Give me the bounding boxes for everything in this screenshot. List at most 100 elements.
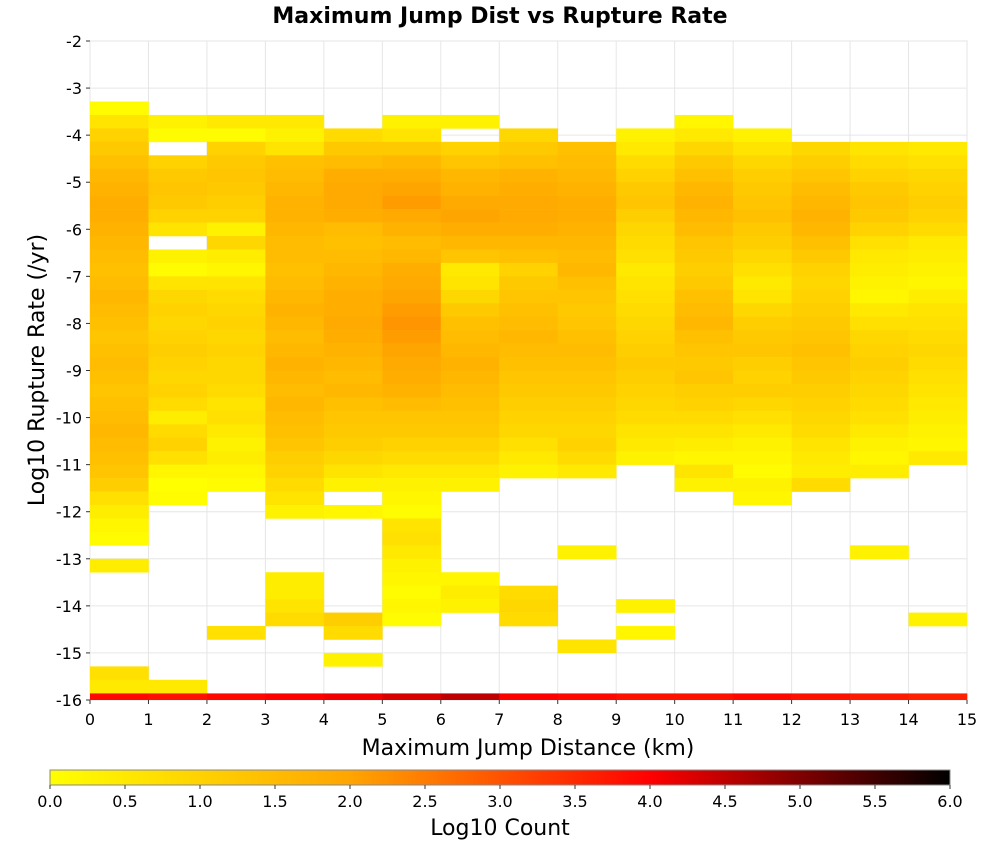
x-tick-label: 13 (840, 710, 860, 729)
heatmap-cell (265, 195, 325, 210)
heatmap-cell (440, 262, 500, 277)
heatmap-cell (265, 464, 325, 479)
heatmap-cell (908, 612, 968, 627)
heatmap-cell (148, 464, 208, 479)
heatmap-cell (382, 330, 442, 344)
heatmap-cell (674, 451, 734, 465)
heatmap-cell (90, 424, 149, 439)
heatmap-cell (440, 303, 500, 317)
heatmap-cell (908, 424, 968, 439)
heatmap-cell (90, 357, 149, 371)
heatmap-cell (90, 478, 149, 492)
colorbar-tick-label: 6.0 (937, 792, 962, 811)
heatmap-cell (499, 316, 559, 331)
heatmap-cell (674, 330, 734, 344)
heatmap-cell (382, 195, 442, 210)
heatmap-cell (674, 168, 734, 183)
heatmap-cell (206, 693, 266, 700)
heatmap-cell (791, 478, 851, 492)
heatmap-cell (733, 397, 792, 412)
heatmap-cell (557, 383, 617, 398)
heatmap-cell (499, 276, 559, 291)
heatmap-cell (850, 451, 909, 465)
heatmap-cell (791, 209, 851, 223)
heatmap-cell (733, 222, 792, 237)
heatmap-cell (499, 222, 559, 237)
y-tick-label: -8 (66, 314, 82, 333)
heatmap-cell (850, 397, 909, 412)
heatmap-cell (382, 558, 442, 573)
heatmap-cell (791, 249, 851, 264)
heatmap-cell (382, 249, 442, 264)
heatmap-cell (148, 330, 208, 344)
heatmap-cell (148, 424, 208, 439)
heatmap-cell (90, 209, 149, 223)
heatmap-cell (323, 330, 383, 344)
heatmap-cell (733, 424, 792, 439)
heatmap-cell (206, 195, 266, 210)
heatmap-cell (733, 168, 792, 183)
heatmap-cell (557, 397, 617, 412)
heatmap-cell (148, 195, 208, 210)
heatmap-cell (148, 478, 208, 492)
heatmap-cell (323, 383, 383, 398)
heatmap-cell (791, 155, 851, 170)
colorbar-tick-label: 0.0 (37, 792, 62, 811)
heatmap-cell (908, 383, 968, 398)
heatmap-cell (733, 478, 792, 492)
heatmap-cell (733, 209, 792, 223)
heatmap-cell (850, 303, 909, 318)
heatmap-cell (791, 464, 851, 479)
heatmap-cell (323, 693, 383, 700)
heatmap-cell (148, 451, 208, 465)
heatmap-cell (206, 209, 266, 223)
heatmap-cell (265, 383, 325, 398)
y-tick-label: -13 (56, 550, 82, 569)
heatmap-cell (440, 330, 500, 344)
heatmap-cell (499, 451, 559, 465)
heatmap-cell (382, 518, 442, 533)
heatmap-cell (265, 222, 325, 237)
heatmap-cell (90, 693, 149, 700)
heatmap-cell (265, 330, 325, 344)
heatmap-cell (557, 639, 617, 654)
heatmap-cell (908, 195, 968, 210)
heatmap-cell (440, 182, 500, 196)
heatmap-cell (265, 451, 325, 465)
heatmap-cell (323, 504, 383, 519)
heatmap-cell (382, 383, 442, 398)
heatmap-cell (265, 357, 325, 371)
heatmap-cell (850, 357, 909, 371)
heatmap-cell (850, 343, 909, 358)
heatmap-cell (616, 383, 675, 398)
heatmap-cell (499, 437, 559, 452)
heatmap-cell (323, 276, 383, 291)
heatmap-cell (440, 155, 500, 170)
heatmap-cell (440, 383, 500, 398)
heatmap-cell (382, 491, 442, 506)
heatmap-cell (206, 276, 266, 291)
heatmap-cell (499, 289, 559, 304)
heatmap-cell (382, 599, 442, 613)
heatmap-cell (908, 289, 968, 304)
heatmap-cell (323, 437, 383, 452)
heatmap-cell (850, 316, 909, 331)
heatmap-cell (733, 491, 792, 506)
heatmap-cell (90, 303, 149, 318)
heatmap-cell (323, 262, 383, 277)
heatmap-cell (557, 545, 617, 560)
heatmap-cell (908, 168, 968, 183)
y-tick-label: -12 (56, 503, 82, 522)
heatmap-cell (382, 141, 442, 156)
heatmap-cell (382, 370, 442, 385)
x-axis-label: Maximum Jump Distance (km) (362, 736, 695, 761)
heatmap-cell (265, 437, 325, 452)
x-tick-label: 10 (664, 710, 684, 729)
heatmap-cell (265, 114, 325, 129)
heatmap-cell (323, 410, 383, 425)
heatmap-cell (733, 316, 792, 331)
heatmap-cell (440, 451, 500, 465)
heatmap-cell (206, 330, 266, 344)
heatmap-cell (733, 357, 792, 371)
heatmap-cell (733, 410, 792, 425)
